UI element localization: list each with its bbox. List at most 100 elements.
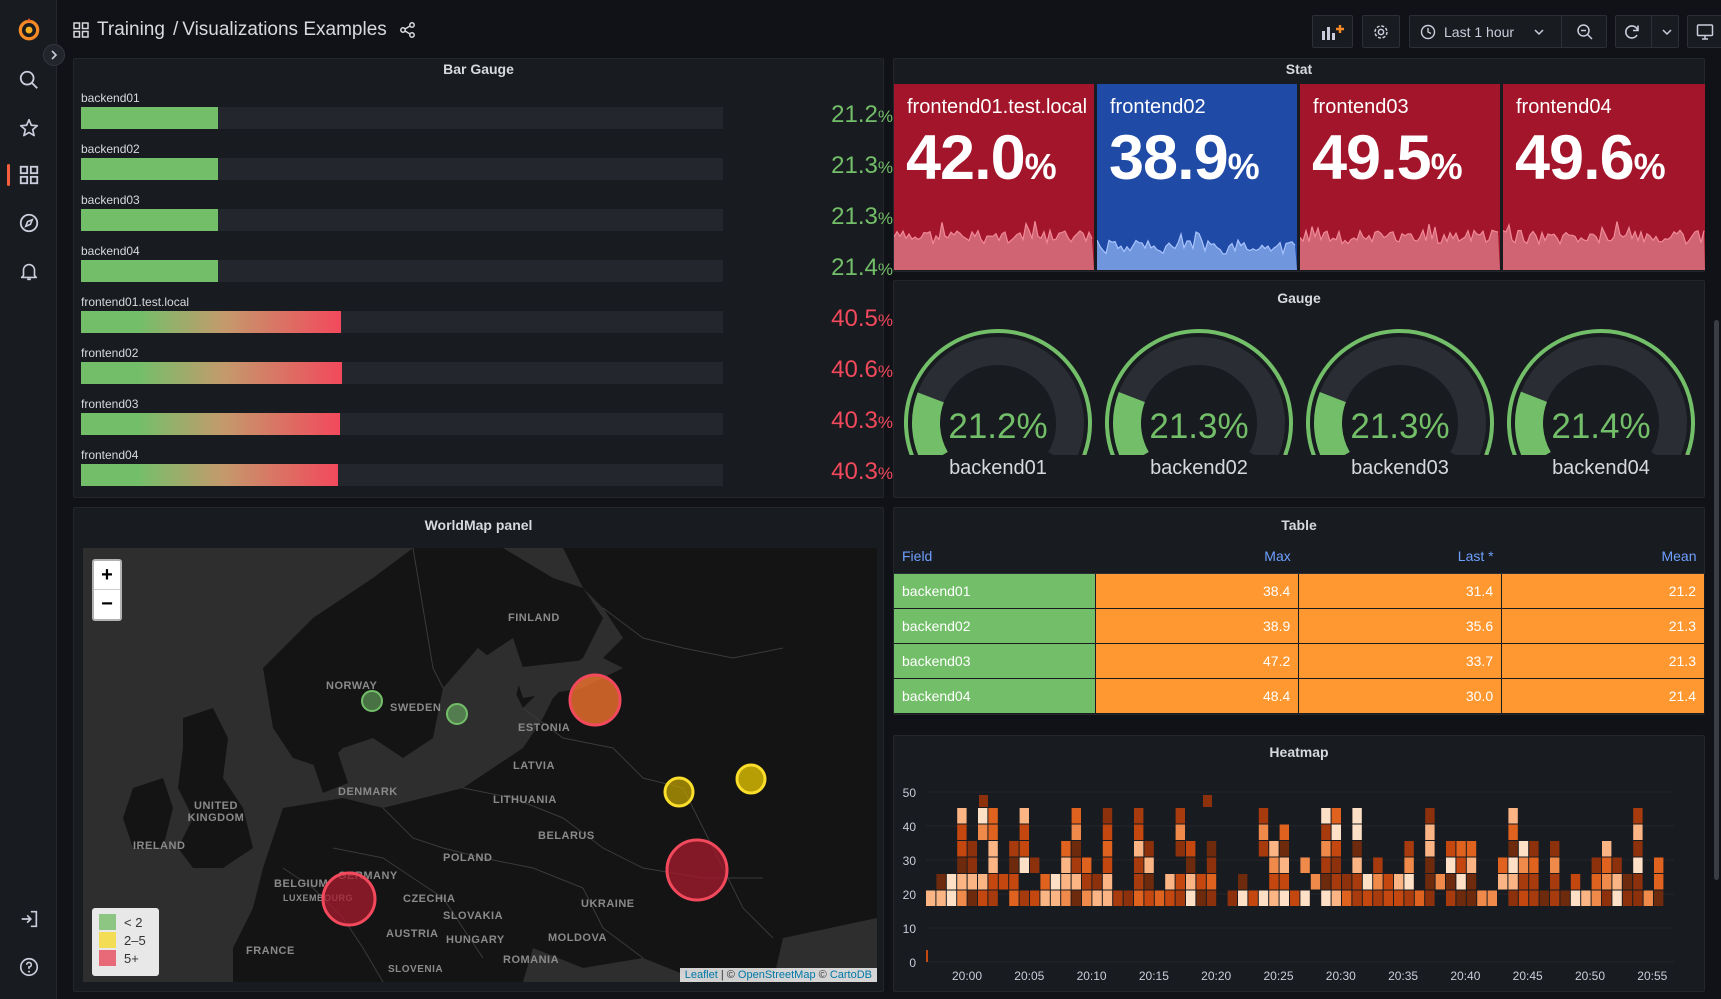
share-icon[interactable] [399,21,417,39]
bar-gauge-value: 40.6% [831,356,893,384]
bar-gauge-track [81,209,723,231]
search-nav[interactable] [0,63,57,97]
table-header-field[interactable]: Field [894,539,1096,574]
dashboard-title[interactable]: Visualizations Examples [182,19,387,40]
legend-swatch-red [99,950,116,966]
page-scrollbar[interactable] [1714,320,1719,880]
help-icon [19,957,38,977]
explore-nav[interactable] [0,206,57,240]
starred-nav[interactable] [0,111,57,145]
sparkline-line [894,221,1093,246]
gauge-arc [1507,329,1695,455]
map-marker-yellow[interactable] [735,763,767,795]
refresh-button[interactable] [1615,15,1679,48]
table-row[interactable]: backend04 48.4 30.0 21.4 [894,678,1705,714]
legend-label: 5+ [124,950,139,966]
zoom-out-button[interactable]: − [101,593,113,615]
bar-gauge-track [81,413,723,435]
table-header-max[interactable]: Max [1095,539,1299,574]
time-picker-button[interactable]: Last 1 hour [1409,15,1607,48]
gauge-item[interactable]: 21.4% backend04 [1503,325,1699,495]
bar-gauge-value-number: 40.6 [831,356,878,383]
leaflet-link[interactable]: Leaflet [684,969,718,981]
gauge-name: backend02 [1150,457,1248,479]
table-header-mean[interactable]: Mean [1501,539,1705,574]
gauge-item[interactable]: 21.3% backend02 [1101,325,1297,495]
grafana-logo[interactable] [0,12,57,46]
bar-gauge-label: backend02 [81,142,140,156]
breadcrumb: Training / Visualizations Examples [73,19,417,41]
map-marker-green[interactable] [361,690,383,712]
stat-card-number: 42.0 [906,123,1026,193]
table-cell-field: backend03 [894,643,1097,679]
map-label: ESTONIA [518,722,571,734]
osm-link[interactable]: OpenStreetMap [737,969,816,981]
table-title[interactable]: Table [1281,517,1317,533]
map-marker-green[interactable] [446,703,468,725]
table-header-last[interactable]: Last * [1298,539,1502,574]
expand-sidebar-button[interactable] [43,44,65,66]
map-label: HUNGARY [446,934,505,946]
bar-gauge-track [81,362,723,384]
stat-card[interactable]: frontend04 49.6% [1503,84,1705,270]
stat-sparkline [894,221,1094,270]
gauge-item[interactable]: 21.2% backend01 [900,325,1096,495]
bar-gauge-unit: % [877,158,893,177]
map-label: FRANCE [246,945,295,957]
alerting-nav[interactable] [0,254,57,288]
map-label: FINLAND [508,612,560,624]
bar-gauge-label: frontend03 [81,397,139,411]
gauge-arc [904,329,1092,455]
zoom-out-icon[interactable] [1576,23,1594,41]
map-label: SLOVENIA [388,964,444,975]
bar-gauge-value-number: 40.3 [831,458,878,485]
bar-gauge-row: backend04 21.4% [81,244,893,292]
search-icon [19,70,38,89]
breadcrumb-folder[interactable]: Training [97,19,165,40]
map-label: IRELAND [133,840,186,852]
bar-gauge-unit: % [877,311,893,330]
time-range-label: Last 1 hour [1444,23,1515,40]
bar-gauge-fill [81,260,218,282]
bar-gauge-row: backend01 21.2% [81,91,893,139]
heatmap-title[interactable]: Heatmap [1269,744,1329,760]
map-label: ROMANIA [503,954,560,966]
bar-gauge-label: frontend02 [81,346,139,360]
tv-mode-button[interactable] [1687,15,1721,48]
sign-in-nav[interactable] [0,902,57,936]
map-marker-yellow[interactable] [663,776,695,808]
add-panel-button[interactable] [1312,15,1353,48]
dashboards-nav[interactable] [0,158,57,192]
table-row[interactable]: backend01 38.4 31.4 21.2 [894,573,1705,609]
gauge-arc [1105,329,1293,455]
stat-card[interactable]: frontend02 38.9% [1097,84,1297,270]
stat-card[interactable]: frontend03 49.5% [1300,84,1500,270]
table-row[interactable]: backend02 38.9 35.6 21.3 [894,608,1705,644]
settings-button[interactable] [1362,15,1400,48]
map-marker-red[interactable] [321,871,377,927]
gauge-value: 21.3% [1350,407,1450,446]
cartodb-link[interactable]: CartoDB [829,969,872,981]
worldmap-title[interactable]: WorldMap panel [424,517,533,533]
table-row[interactable]: backend03 47.2 33.7 21.3 [894,643,1705,679]
stat-sparkline [1503,221,1705,270]
attribution-copy: © [818,969,827,981]
gauge-item[interactable]: 21.3% backend03 [1302,325,1498,495]
table-cell-max: 38.4 [1095,573,1300,609]
stat-card[interactable]: frontend01.test.local 42.0% [894,84,1094,270]
attribution-copy: © [726,969,735,981]
legend-swatch-yellow [99,932,116,948]
stat-title[interactable]: Stat [1285,61,1313,77]
help-nav[interactable] [0,950,57,984]
stat-card-unit: % [1024,146,1057,187]
map-marker-red[interactable] [665,838,729,902]
map-label: DENMARK [338,786,398,798]
gauge-title[interactable]: Gauge [1277,290,1321,306]
bar-gauge-value: 40.3% [831,407,893,435]
world-map[interactable]: FINLAND NORWAY SWEDEN ESTONIA LATVIA DEN… [83,548,877,982]
bar-gauge-title[interactable]: Bar Gauge [443,61,514,77]
zoom-in-button[interactable]: + [94,561,120,590]
bar-gauge-value: 21.3% [831,203,893,231]
map-marker-red[interactable] [568,673,622,727]
bar-gauge-value: 21.2% [831,101,893,129]
